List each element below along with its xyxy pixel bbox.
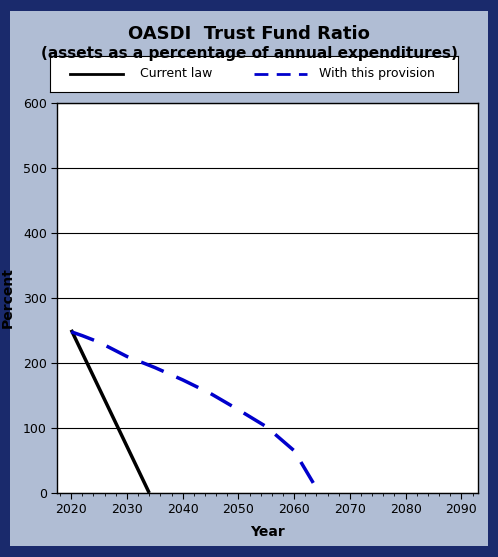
X-axis label: Year: Year — [250, 525, 285, 539]
Text: OASDI  Trust Fund Ratio: OASDI Trust Fund Ratio — [128, 25, 370, 43]
Text: (assets as a percentage of annual expenditures): (assets as a percentage of annual expend… — [40, 46, 458, 61]
Y-axis label: Percent: Percent — [0, 267, 14, 329]
Text: Current law: Current law — [139, 67, 212, 80]
Text: With this provision: With this provision — [319, 67, 435, 80]
